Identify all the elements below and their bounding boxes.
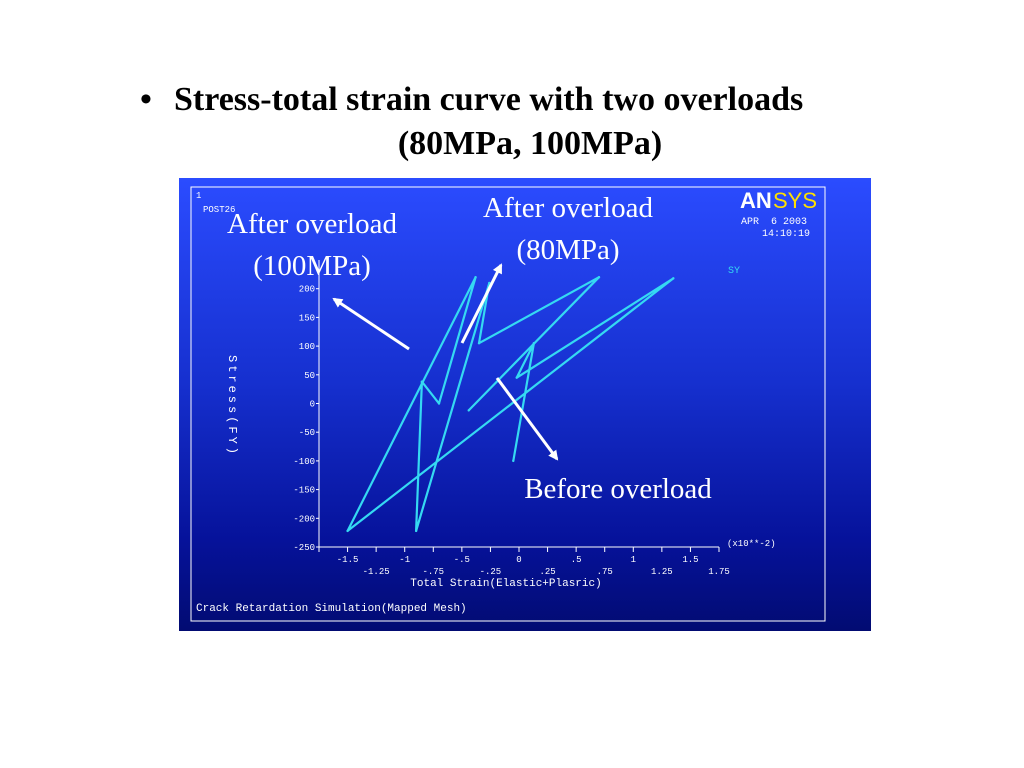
x-tick-label: -.75 (422, 567, 444, 577)
y-tick-label: 100 (299, 342, 315, 352)
y-tick-label: -50 (299, 428, 315, 438)
y-tick-label: 0 (310, 400, 315, 410)
data-point (420, 380, 424, 383)
data-point (532, 342, 536, 345)
x-multiplier: (x10**-2) (727, 539, 776, 549)
label-overload-80-line1: After overload (483, 192, 653, 224)
data-point (515, 376, 518, 379)
x-tick-label: .5 (571, 555, 582, 565)
label-overload-100-line2: (100MPa) (253, 250, 371, 282)
axes: 200 150 100 50 0 -50 -100 -150 -200 -250 -1.5 -1 -.5… (293, 260, 730, 577)
label-overload-80-line2: (80MPa) (516, 234, 619, 266)
x-tick-label: 1.75 (708, 567, 730, 577)
y-tick-label: -200 (293, 514, 315, 524)
data-point (597, 276, 601, 279)
x-tick-label: .75 (597, 567, 613, 577)
ansys-logo-sys: SYS (773, 188, 817, 213)
frame-border (190, 186, 826, 622)
title-line-2: (80MPa, 100MPa) (397, 125, 663, 162)
y-tick-label: -250 (293, 543, 315, 553)
arrow-overload-80 (460, 263, 503, 344)
y-tick-label: -100 (293, 457, 315, 467)
x-tick-label: -.25 (480, 567, 502, 577)
annotation-labels: After overload (100MPa) After overload (… (227, 192, 712, 505)
x-tick-label: 1.25 (651, 567, 673, 577)
x-tick-label: -1 (399, 555, 410, 565)
data-point (512, 459, 515, 463)
x-tick-label: 0 (516, 555, 521, 565)
data-point (437, 402, 441, 405)
label-overload-100-line1: After overload (227, 208, 397, 240)
data-point (672, 277, 675, 280)
y-axis-label: Stress(FY) (225, 355, 239, 457)
y-tick-label: 50 (304, 371, 315, 381)
data-point (414, 529, 418, 533)
arrow-overload-100 (332, 297, 410, 351)
data-point (477, 342, 481, 345)
window-number: 1 (196, 191, 201, 201)
x-tick-label: -1.5 (337, 555, 359, 565)
y-tick-label: 200 (299, 285, 315, 295)
data-point (346, 529, 349, 533)
y-tick-label: -150 (293, 486, 315, 496)
ansys-plot-panel: 1 POST26 AN SYS APR 6 2003 14:10:19 SY C… (179, 178, 871, 631)
post-label: POST26 (203, 205, 235, 215)
legend-sy: SY (728, 266, 740, 277)
data-point (488, 281, 491, 285)
x-tick-label: 1 (631, 555, 636, 565)
title-line-1: • Stress-total strain curve with two over… (140, 78, 803, 122)
ansys-logo-an: AN (740, 188, 772, 213)
x-tick-label: 1.5 (682, 555, 698, 565)
annotation-arrows (332, 263, 559, 461)
y-tick-label: 150 (299, 313, 315, 323)
curve-series (346, 276, 675, 533)
plot-time: 14:10:19 (762, 229, 810, 240)
x-tick-label: .25 (539, 567, 555, 577)
data-point (474, 276, 477, 279)
x-tick-label: -1.25 (363, 567, 390, 577)
arrow-before-overload (495, 377, 559, 461)
stress-strain-chart: 1 POST26 AN SYS APR 6 2003 14:10:19 SY C… (190, 186, 826, 622)
x-axis-label: Total Strain(Elastic+Plasric) (410, 578, 601, 590)
title-text-1: Stress-total strain curve with two overl… (174, 81, 804, 118)
plot-date: APR 6 2003 (741, 217, 807, 228)
footer-caption: Crack Retardation Simulation(Mapped Mesh… (196, 603, 467, 615)
label-before-overload: Before overload (524, 473, 712, 505)
bullet: • (140, 81, 152, 118)
data-point (467, 409, 470, 412)
x-tick-label: -.5 (454, 555, 470, 565)
